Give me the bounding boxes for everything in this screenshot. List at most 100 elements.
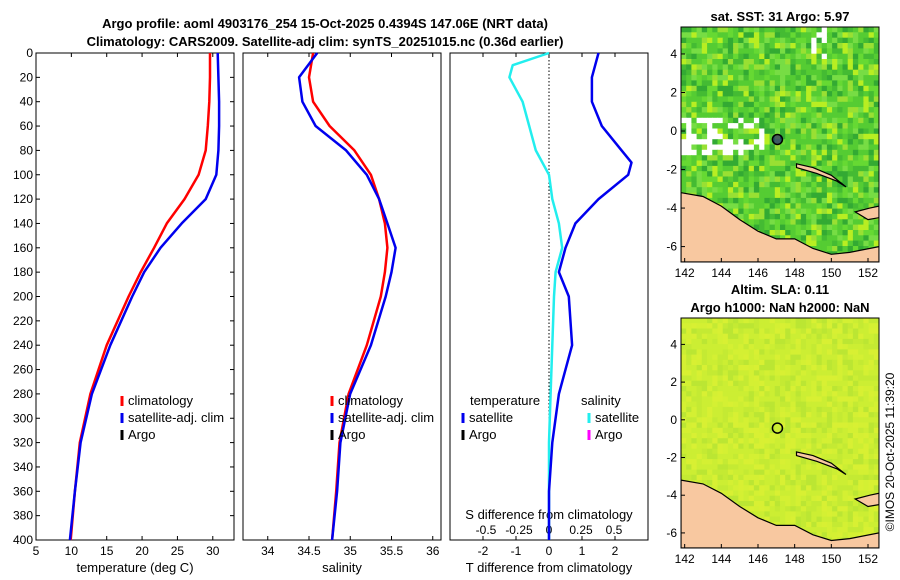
sst_map-cell xyxy=(717,32,724,39)
sst_map-cell xyxy=(863,144,870,151)
sla_map-cell xyxy=(753,359,760,366)
sla_map-cell xyxy=(722,333,729,340)
sst_map-cell xyxy=(795,139,802,146)
sla_map-cell xyxy=(800,380,807,387)
sla_map-cell xyxy=(738,323,745,329)
sst_map-cell xyxy=(821,219,828,226)
sst_map-cell xyxy=(868,64,875,71)
sla_map-cell xyxy=(842,359,849,366)
sst_map-cell xyxy=(707,64,713,71)
sla_map-cell xyxy=(733,443,739,450)
sla_map-cell xyxy=(821,501,828,507)
sst_map-cell xyxy=(826,53,833,60)
sst_map-cell xyxy=(852,75,859,81)
sla_map-cell xyxy=(743,459,750,465)
difference-s-tick-label: -0.25 xyxy=(505,523,533,537)
sla_map-cell xyxy=(717,391,724,397)
sla_map-cell xyxy=(748,354,755,361)
sla_map-cell xyxy=(873,459,879,465)
sla_map-cell xyxy=(717,396,724,403)
sla_map-cell xyxy=(707,417,713,424)
sla_map-cell xyxy=(769,391,776,397)
sla_map-cell xyxy=(780,338,786,345)
sla_map-cell xyxy=(701,453,708,460)
sla_map-cell xyxy=(847,344,854,350)
sst_map-cell xyxy=(738,96,745,103)
sst_map-cell xyxy=(701,181,708,188)
sst_map-cell xyxy=(847,176,854,183)
sst_map-cell xyxy=(790,69,797,76)
sla_map-cell xyxy=(795,323,802,329)
sst_map-cell xyxy=(696,155,703,162)
sla_map-cell xyxy=(826,427,833,434)
sst_map-cell xyxy=(816,101,823,108)
sst_map-cell xyxy=(873,69,879,76)
sst_map-cell xyxy=(743,117,750,124)
sst_map-cell xyxy=(717,80,724,87)
sst_map-cell xyxy=(821,59,828,65)
sst_map-cell xyxy=(733,75,739,81)
sst_map-cell xyxy=(701,155,708,162)
sst_map-cell xyxy=(780,213,786,220)
sla_map-cell xyxy=(837,344,844,350)
sst_map-xtick-label: 152 xyxy=(858,266,878,280)
sst_map-cell xyxy=(811,192,818,199)
sst_map-cell xyxy=(712,59,719,65)
sla_map-cell xyxy=(707,333,713,340)
sla_map-cell xyxy=(764,370,771,377)
sla_map-cell xyxy=(826,406,833,413)
sla_map-cell xyxy=(727,370,734,377)
sla_map-cell xyxy=(707,433,713,439)
sst_map-cell xyxy=(691,27,698,33)
sst_map-cell xyxy=(691,85,698,92)
sst_map-cell xyxy=(753,37,760,44)
sst_map-cell xyxy=(832,139,838,146)
sst_map-cell xyxy=(774,171,781,178)
difference-left-legend-label: satellite xyxy=(469,410,513,425)
sla_map-cell xyxy=(743,433,750,439)
sst_map-cell xyxy=(873,165,879,172)
sla_map-cell xyxy=(759,490,765,497)
sst_map-cell xyxy=(691,160,698,167)
sla_map-cell xyxy=(681,464,687,471)
sla_map-cell xyxy=(780,453,786,460)
sla_map-cell xyxy=(800,349,807,356)
sla_map-cell xyxy=(816,480,823,486)
sla_map-cell xyxy=(816,521,823,528)
sla_map-cell xyxy=(795,485,802,492)
sst_map-cell xyxy=(707,192,713,199)
sla_map-cell xyxy=(811,521,818,528)
sla_map-cell xyxy=(743,396,750,403)
sst_map-cell xyxy=(811,96,818,103)
sla_map-cell xyxy=(780,349,786,356)
sst_map-cell xyxy=(717,192,724,199)
sst_map-cell xyxy=(790,187,797,194)
sst_map-cell xyxy=(748,48,755,55)
sst_map-cell xyxy=(780,219,786,226)
sst_map-cell xyxy=(800,37,807,44)
sla_map-cell xyxy=(826,417,833,424)
sla_map-cell xyxy=(712,459,719,465)
sst_map-cell xyxy=(733,37,739,44)
sst_map-cell xyxy=(832,59,838,65)
sla_map-cell xyxy=(774,318,781,324)
sla_map-cell xyxy=(811,412,818,418)
sst_map-cell xyxy=(811,149,818,156)
sla_map-cell xyxy=(748,501,755,507)
sst_map-cell xyxy=(748,43,755,49)
sla_map-cell xyxy=(858,516,864,523)
sst_map-cell xyxy=(769,107,776,113)
sst_map-cell xyxy=(800,59,807,65)
sst_map-cell xyxy=(858,230,864,236)
sst_map-cell xyxy=(800,53,807,60)
sst_map-cell xyxy=(852,27,859,33)
sst_map-cell xyxy=(795,171,802,178)
sla_map-cell xyxy=(847,417,854,424)
sla_map-cell xyxy=(769,396,776,403)
sst_map-cell xyxy=(780,192,786,199)
sla_map-cell xyxy=(821,349,828,356)
sst_map-cell xyxy=(873,219,879,226)
sst_map-cell xyxy=(847,187,854,194)
sst_map-cell xyxy=(759,133,765,140)
sla_map-cell xyxy=(847,365,854,371)
